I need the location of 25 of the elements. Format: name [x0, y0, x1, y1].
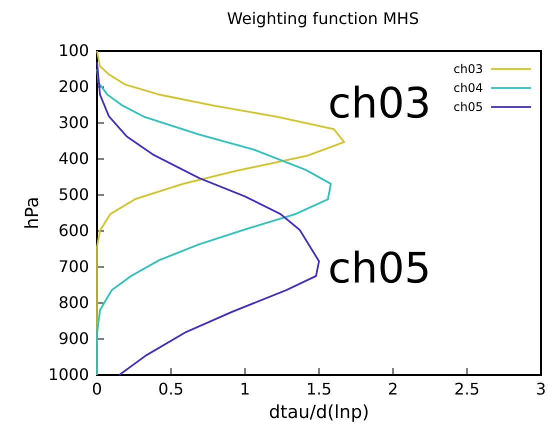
x-tick-label: 0.5 — [158, 379, 184, 398]
annotation: ch03 — [328, 78, 432, 128]
y-tick-label: 200 — [58, 77, 89, 96]
legend-label: ch03 — [454, 62, 483, 76]
y-axis-title: hPa — [22, 196, 43, 230]
y-tick-label: 500 — [58, 185, 89, 204]
x-tick-label: 0 — [92, 379, 102, 398]
annotation: ch05 — [328, 244, 432, 293]
legend-label: ch05 — [454, 100, 483, 114]
y-tick-label: 600 — [58, 221, 89, 240]
x-axis-title: dtau/d(lnp) — [268, 402, 370, 423]
x-tick-label: 1.5 — [306, 379, 332, 398]
y-tick-label: 100 — [58, 41, 89, 60]
y-tick-label: 1000 — [48, 365, 89, 384]
legend-label: ch04 — [454, 81, 483, 96]
y-tick-label: 300 — [58, 113, 89, 132]
y-tick-label: 400 — [58, 149, 89, 168]
chart-title: Weighting function MHS — [226, 9, 420, 28]
y-tick-label: 800 — [58, 293, 89, 312]
x-tick-label: 2.5 — [454, 379, 480, 398]
y-tick-label: 900 — [58, 329, 89, 348]
x-tick-label: 2 — [388, 379, 398, 398]
y-tick-label: 700 — [58, 257, 89, 276]
x-tick-label: 3 — [536, 379, 546, 398]
x-tick-label: 1 — [240, 379, 250, 398]
